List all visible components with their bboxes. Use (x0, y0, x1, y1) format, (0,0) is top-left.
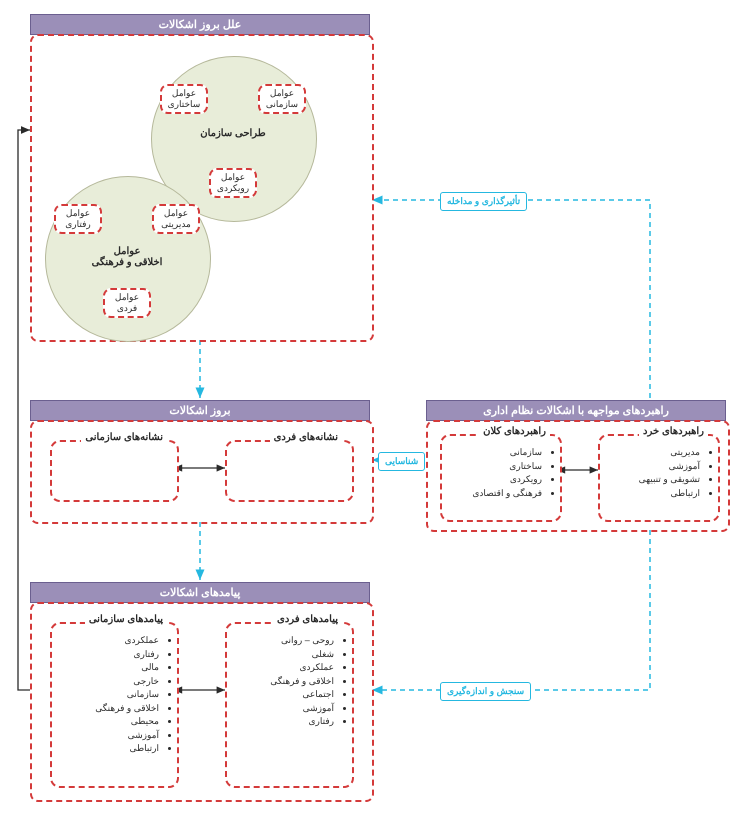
list-item: رفتاری (52, 648, 159, 662)
box-org-consequences: پیامدهای سازمانی عملکردی رفتاری مالی خار… (50, 622, 179, 788)
node-structural: عوامل ساختاری (160, 84, 208, 114)
list-item: شغلی (227, 648, 334, 662)
list-item: روحی – روانی (227, 634, 334, 648)
causes-title: علل بروز اشکالات (30, 14, 370, 35)
circle-ethics-label: عوامل اخلاقی و فرهنگی (78, 246, 176, 268)
node-approach: عوامل رویکردی (209, 168, 257, 198)
box-org-consequences-label: پیامدهای سازمانی (85, 614, 167, 625)
label-measure: سنجش و اندازه‌گیری (440, 682, 531, 701)
box-org-signs: نشانه‌های سازمانی (50, 440, 179, 502)
node-individual: عوامل فردی (103, 288, 151, 318)
list-item: مالی (52, 661, 159, 675)
box-indiv-signs-label: نشانه‌های فردی (270, 432, 342, 443)
list-item: فرهنگی و اقتصادی (442, 487, 542, 501)
list-item: ارتباطی (52, 742, 159, 756)
micro-strategies-list: مدیریتی آموزشی تشویقی و تنبیهی ارتباطی (600, 446, 718, 500)
list-item: آموزشی (600, 460, 700, 474)
strategies-title: راهبردهای مواجهه با اشکالات نظام اداری (426, 400, 726, 421)
list-item: سازمانی (52, 688, 159, 702)
org-consequences-list: عملکردی رفتاری مالی خارجی سازمانی اخلاقی… (52, 634, 177, 756)
node-behavioral: عوامل رفتاری (54, 204, 102, 234)
occurrence-title: بروز اشکالات (30, 400, 370, 421)
list-item: ساختاری (442, 460, 542, 474)
circle-org-design-label: طراحی سازمان (198, 128, 268, 139)
indiv-consequences-list: روحی – روانی شغلی عملکردی اخلاقی و فرهنگ… (227, 634, 352, 729)
list-item: اخلاقی و فرهنگی (52, 702, 159, 716)
node-organizational: عوامل سازمانی (258, 84, 306, 114)
node-managerial: عوامل مدیریتی (152, 204, 200, 234)
list-item: عملکردی (227, 661, 334, 675)
macro-strategies-list: سازمانی ساختاری رویکردی فرهنگی و اقتصادی (442, 446, 560, 500)
list-item: خارجی (52, 675, 159, 689)
list-item: محیطی (52, 715, 159, 729)
list-item: اخلاقی و فرهنگی (227, 675, 334, 689)
box-micro-strategies: راهبردهای خرد مدیریتی آموزشی تشویقی و تن… (598, 434, 720, 522)
box-macro-strategies: راهبردهای کلان سازمانی ساختاری رویکردی ف… (440, 434, 562, 522)
list-item: اجتماعی (227, 688, 334, 702)
list-item: آموزشی (227, 702, 334, 716)
list-item: تشویقی و تنبیهی (600, 473, 700, 487)
list-item: ارتباطی (600, 487, 700, 501)
list-item: آموزشی (52, 729, 159, 743)
list-item: رویکردی (442, 473, 542, 487)
list-item: عملکردی (52, 634, 159, 648)
list-item: سازمانی (442, 446, 542, 460)
box-indiv-consequences-label: پیامدهای فردی (273, 614, 342, 625)
box-micro-strategies-label: راهبردهای خرد (639, 426, 708, 437)
label-identify: شناسایی (378, 452, 425, 471)
consequences-title: پیامدهای اشکالات (30, 582, 370, 603)
label-influence: تأثیرگذاری و مداخله (440, 192, 527, 211)
list-item: رفتاری (227, 715, 334, 729)
list-item: مدیریتی (600, 446, 700, 460)
box-indiv-signs: نشانه‌های فردی (225, 440, 354, 502)
box-org-signs-label: نشانه‌های سازمانی (81, 432, 167, 443)
box-macro-strategies-label: راهبردهای کلان (479, 426, 550, 437)
box-indiv-consequences: پیامدهای فردی روحی – روانی شغلی عملکردی … (225, 622, 354, 788)
